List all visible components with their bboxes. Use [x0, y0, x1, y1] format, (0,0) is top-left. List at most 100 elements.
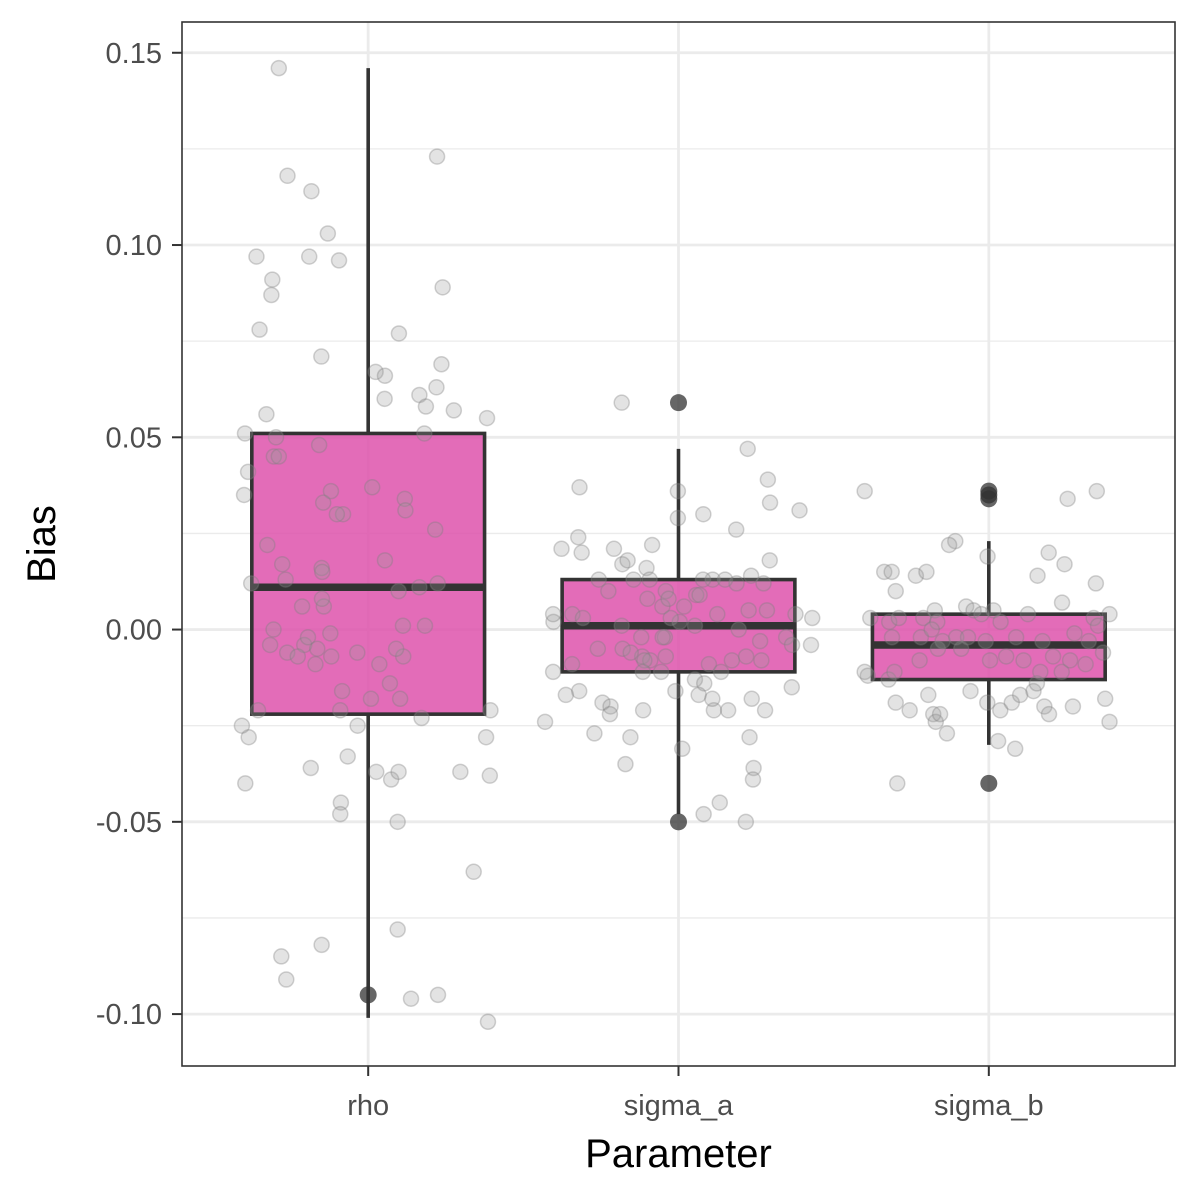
jitter-point: [1061, 652, 1079, 669]
jitter-point: [332, 794, 350, 811]
jitter-point: [303, 182, 320, 200]
jitter-point: [761, 552, 778, 569]
jitter-point: [791, 502, 808, 519]
jitter-point: [445, 402, 463, 419]
jitter-point: [1066, 625, 1083, 642]
jitter-point: [434, 279, 451, 296]
y-tick-label: -0.05: [96, 807, 162, 839]
jitter-point: [634, 663, 652, 681]
jitter-point: [712, 663, 730, 681]
y-tick-label: 0.10: [106, 230, 162, 262]
jitter-point: [926, 602, 944, 619]
jitter-point: [481, 767, 499, 784]
jitter-point: [477, 728, 495, 746]
jitter-point: [920, 686, 937, 704]
jitter-point: [590, 571, 607, 588]
jitter-point: [642, 652, 659, 669]
jitter-point: [553, 540, 570, 558]
jitter-point: [985, 602, 1002, 619]
jitter-point: [625, 571, 642, 588]
jitter-point: [660, 590, 677, 608]
jitter-point: [313, 590, 331, 608]
jitter-point: [737, 813, 755, 831]
jitter-point: [322, 625, 339, 642]
jitter-point: [349, 717, 366, 734]
jitter-point: [643, 536, 661, 554]
jitter-point: [570, 529, 587, 546]
jitter-point: [711, 794, 729, 811]
jitter-point: [694, 571, 712, 588]
jitter-point: [636, 652, 653, 669]
jitter-point: [886, 663, 903, 681]
jitter-point: [293, 598, 311, 615]
jitter-point: [952, 640, 970, 658]
jitter-point: [426, 521, 444, 538]
jitter-point: [394, 617, 412, 634]
jitter-point: [571, 479, 588, 496]
jitter-point: [1077, 655, 1094, 673]
jitter-point: [589, 640, 607, 658]
jitter-point: [601, 705, 619, 723]
jitter-point: [1028, 675, 1046, 692]
jitter-point: [273, 948, 290, 965]
jitter-point: [233, 717, 251, 734]
jitter-point: [363, 479, 381, 496]
jitter-point: [907, 567, 925, 584]
jitter-point: [1034, 632, 1051, 650]
jitter-point: [536, 713, 554, 731]
jitter-point: [465, 863, 482, 881]
y-tick-label: -0.10: [96, 999, 162, 1031]
jitter-point: [777, 628, 795, 646]
jitter-point: [947, 628, 965, 646]
jitter-point: [634, 702, 652, 719]
jitter-point: [912, 628, 930, 646]
outlier-point: [670, 394, 687, 412]
jitter-point: [570, 682, 588, 700]
jitter-point: [1094, 644, 1112, 661]
jitter-point: [723, 652, 741, 669]
jitter-point: [691, 586, 708, 604]
jitter-point: [675, 598, 693, 615]
jitter-point: [349, 644, 366, 661]
jitter-point: [296, 636, 313, 654]
jitter-point: [727, 521, 745, 538]
jitter-point: [428, 148, 446, 165]
jitter-point: [1101, 605, 1118, 623]
jitter-point: [992, 613, 1009, 631]
jitter-point: [544, 663, 562, 681]
jitter-point: [667, 682, 684, 700]
jitter-point: [328, 505, 346, 523]
jitter-point: [704, 571, 721, 588]
box-rho: [250, 431, 487, 716]
jitter-point: [613, 394, 630, 411]
jitter-point: [686, 617, 704, 634]
jitter-point: [267, 429, 285, 446]
jitter-point: [602, 698, 619, 715]
jitter-point: [758, 602, 776, 619]
jitter-point: [307, 655, 324, 673]
jitter-point: [622, 728, 639, 746]
jitter-point: [737, 648, 755, 665]
jitter-point: [330, 252, 348, 269]
x-tick-label: sigma_a: [624, 1090, 734, 1122]
jitter-point: [339, 748, 356, 765]
jitter-point: [1059, 490, 1076, 508]
jitter-point: [654, 628, 671, 646]
jitter-point: [743, 690, 760, 708]
y-tick-label: 0.05: [106, 422, 162, 454]
jitter-point: [856, 482, 873, 500]
jitter-point: [594, 694, 611, 711]
jitter-point: [313, 936, 330, 954]
jitter-point: [452, 763, 469, 781]
jitter-point: [382, 771, 400, 788]
jitter-point: [700, 655, 718, 673]
jitter-point: [686, 671, 704, 688]
jitter-point: [887, 582, 904, 600]
jitter-point: [390, 763, 407, 781]
jitter-point: [633, 628, 650, 646]
jitter-point: [376, 552, 394, 569]
jitter-point: [633, 648, 651, 665]
jitter-point: [740, 602, 757, 619]
jitter-point: [887, 694, 904, 711]
jitter-point: [1007, 628, 1025, 646]
